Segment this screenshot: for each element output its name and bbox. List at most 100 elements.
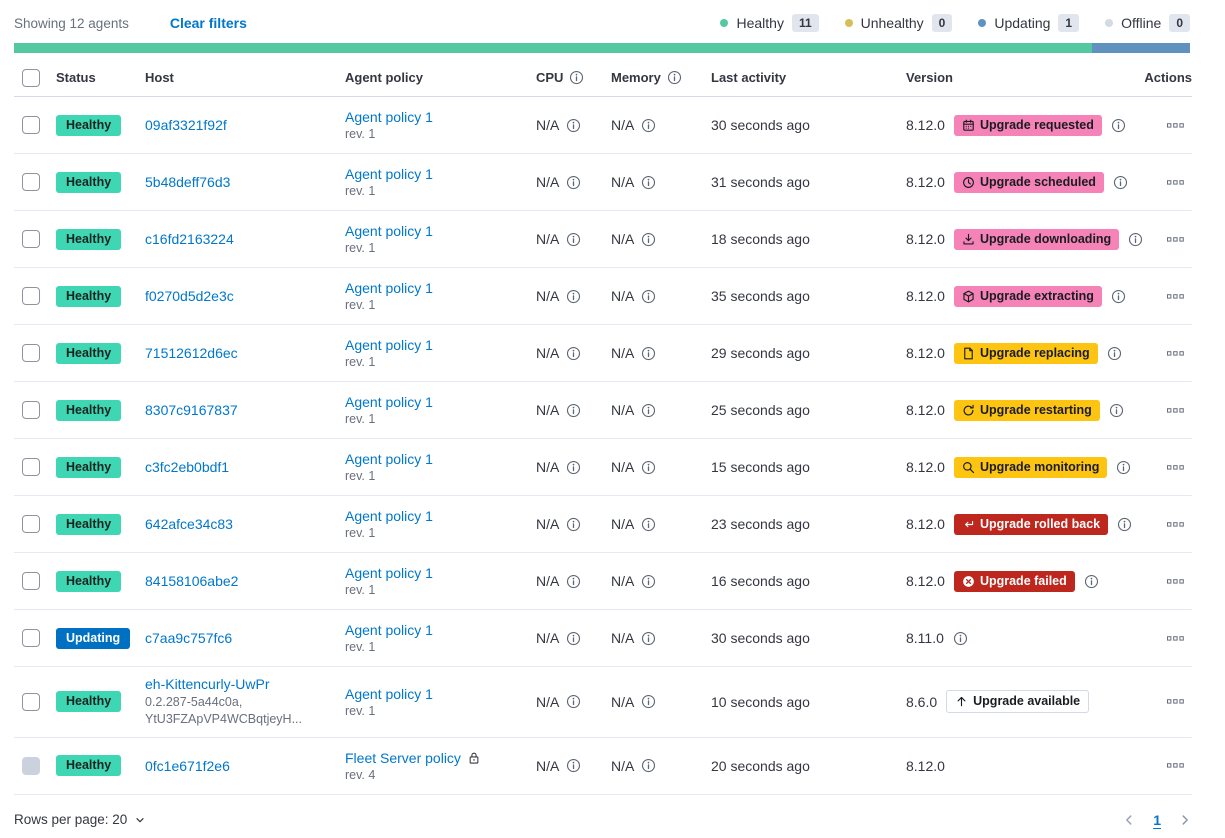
upgrade-info-icon[interactable] (1111, 289, 1126, 304)
agent-policy-link[interactable]: Agent policy 1 (345, 685, 433, 702)
memory-value: N/A (611, 345, 635, 361)
info-icon[interactable] (641, 694, 656, 709)
host-link[interactable]: eh-Kittencurly-UwPr (145, 676, 270, 692)
info-icon[interactable] (566, 232, 581, 247)
info-icon[interactable] (667, 70, 682, 85)
info-icon[interactable] (566, 694, 581, 709)
agent-policy-link[interactable]: Agent policy 1 (345, 166, 433, 182)
info-icon[interactable] (641, 289, 656, 304)
status-bar-segment-updating (1092, 43, 1190, 53)
host-link[interactable]: 8307c9167837 (145, 402, 238, 418)
row-checkbox[interactable] (22, 173, 40, 191)
row-checkbox[interactable] (22, 572, 40, 590)
info-icon[interactable] (641, 232, 656, 247)
actions-menu-button[interactable] (1163, 176, 1188, 189)
upgrade-info-icon[interactable] (1128, 232, 1143, 247)
info-icon[interactable] (566, 517, 581, 532)
info-icon[interactable] (566, 403, 581, 418)
row-checkbox[interactable] (22, 116, 40, 134)
row-checkbox[interactable] (22, 287, 40, 305)
host-link[interactable]: 71512612d6ec (145, 345, 238, 361)
host-link[interactable]: c7aa9c757fc6 (145, 630, 233, 646)
info-icon[interactable] (641, 631, 656, 646)
upgrade-info-icon[interactable] (1084, 574, 1099, 589)
agent-policy-link[interactable]: Agent policy 1 (345, 394, 433, 410)
host-link[interactable]: c16fd2163224 (145, 231, 234, 247)
row-checkbox[interactable] (22, 515, 40, 533)
info-icon[interactable] (566, 118, 581, 133)
host-link[interactable]: 5b48deff76d3 (145, 174, 231, 190)
upgrade-info-icon[interactable] (1117, 517, 1132, 532)
upgrade-info-icon[interactable] (1109, 403, 1124, 418)
actions-menu-button[interactable] (1163, 575, 1188, 588)
host-sub-id: 0.2.287-5a44c0a, YtU3FZApVP4WCBqtjeyH... (145, 695, 302, 726)
agent-policy-link[interactable]: Agent policy 1 (345, 223, 433, 239)
row-checkbox[interactable] (22, 344, 40, 362)
row-checkbox[interactable] (22, 629, 40, 647)
info-icon[interactable] (566, 175, 581, 190)
agent-status-badge: Updating (56, 627, 131, 649)
info-icon[interactable] (566, 758, 581, 773)
previous-page-icon[interactable] (1122, 813, 1136, 827)
agent-policy-link[interactable]: Agent policy 1 (345, 451, 433, 467)
row-checkbox[interactable] (22, 458, 40, 476)
info-icon[interactable] (566, 460, 581, 475)
actions-menu-button[interactable] (1163, 119, 1188, 132)
info-icon[interactable] (569, 70, 584, 85)
info-icon[interactable] (641, 175, 656, 190)
clear-filters-button[interactable]: Clear filters (169, 15, 247, 31)
info-icon[interactable] (566, 346, 581, 361)
next-page-icon[interactable] (1178, 813, 1192, 827)
actions-menu-button[interactable] (1163, 759, 1188, 772)
info-icon[interactable] (566, 574, 581, 589)
upgrade-info-icon[interactable] (1107, 346, 1122, 361)
host-link[interactable]: c3fc2eb0bdf1 (145, 459, 230, 475)
agent-table-row: Healthy 84158106abe2 Agent policy 1 rev.… (14, 553, 1192, 610)
info-icon[interactable] (641, 460, 656, 475)
row-checkbox[interactable] (22, 401, 40, 419)
rows-per-page-selector[interactable]: Rows per page: 20 (14, 812, 146, 827)
agent-policy-link[interactable]: Agent policy 1 (345, 109, 433, 125)
agent-table-row: Healthy 0fc1e671f2e6 Fleet Server policy… (14, 738, 1192, 795)
agent-policy-link[interactable]: Agent policy 1 (345, 508, 433, 524)
row-checkbox[interactable] (22, 230, 40, 248)
info-icon[interactable] (641, 758, 656, 773)
agent-policy-link[interactable]: Agent policy 1 (345, 280, 433, 296)
row-checkbox[interactable] (22, 692, 40, 711)
info-icon[interactable] (566, 631, 581, 646)
actions-menu-button[interactable] (1163, 233, 1188, 246)
agent-policy-link[interactable]: Agent policy 1 (345, 622, 433, 638)
host-link[interactable]: 0fc1e671f2e6 (145, 757, 230, 774)
host-link[interactable]: 84158106abe2 (145, 573, 239, 589)
host-link[interactable]: f0270d5d2e3c (145, 288, 234, 304)
upgrade-info-icon[interactable] (1111, 118, 1126, 133)
upgrade-info-icon[interactable] (953, 631, 968, 646)
info-icon[interactable] (566, 289, 581, 304)
info-icon[interactable] (641, 118, 656, 133)
upgrade-info-icon[interactable] (1113, 175, 1128, 190)
host-link[interactable]: 642afce34c83 (145, 516, 233, 532)
actions-menu-button[interactable] (1163, 290, 1188, 303)
status-legend: Healthy 11 Unhealthy 0 Updating 1 Offlin… (720, 14, 1190, 32)
memory-value: N/A (611, 693, 635, 710)
info-icon[interactable] (641, 574, 656, 589)
info-icon[interactable] (641, 403, 656, 418)
agent-policy-link[interactable]: Fleet Server policy (345, 749, 461, 766)
agent-status-bar (14, 43, 1190, 53)
actions-menu-button[interactable] (1163, 461, 1188, 474)
agent-policy-link[interactable]: Agent policy 1 (345, 565, 433, 581)
actions-menu-button[interactable] (1163, 347, 1188, 360)
actions-menu-button[interactable] (1163, 404, 1188, 417)
info-icon[interactable] (641, 517, 656, 532)
page-number-button[interactable]: 1 (1153, 811, 1161, 828)
actions-menu-button[interactable] (1163, 632, 1188, 645)
info-icon[interactable] (641, 346, 656, 361)
agent-policy-link[interactable]: Agent policy 1 (345, 337, 433, 353)
select-all-checkbox[interactable] (22, 68, 40, 87)
host-link[interactable]: 09af3321f92f (145, 117, 227, 133)
actions-menu-button[interactable] (1163, 695, 1188, 708)
memory-value: N/A (611, 174, 635, 190)
actions-menu-button[interactable] (1163, 518, 1188, 531)
last-activity-value: 31 seconds ago (711, 174, 810, 190)
upgrade-info-icon[interactable] (1116, 460, 1131, 475)
